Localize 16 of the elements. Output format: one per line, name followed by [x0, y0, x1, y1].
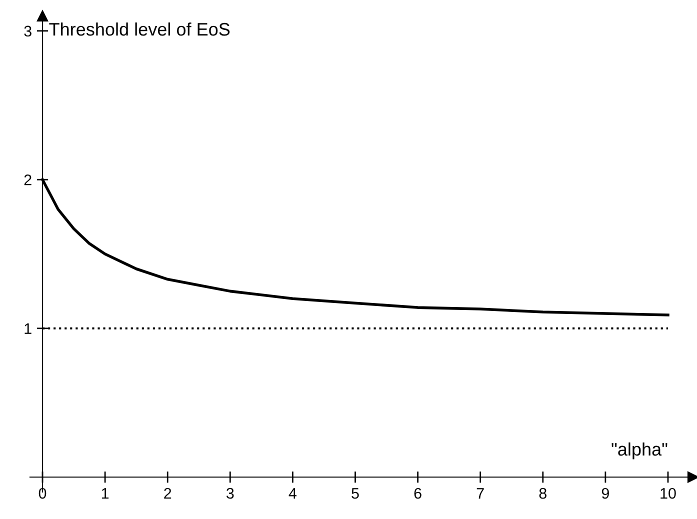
x-tick-label: 3: [226, 488, 234, 499]
x-tick-label: 6: [414, 488, 422, 499]
x-tick-label: 2: [164, 488, 172, 499]
x-tick-label: 0: [38, 488, 46, 499]
x-tick-label: 5: [352, 488, 359, 499]
y-tick-label: 2: [24, 174, 32, 186]
y-tick-label: 1: [24, 323, 32, 334]
y-axis-title: Threshold level of EoS: [49, 22, 230, 36]
x-tick-label: 7: [476, 488, 484, 499]
x-axis-title: "alpha": [612, 442, 668, 460]
x-tick-label: 9: [602, 488, 609, 499]
x-tick-label: 10: [660, 488, 676, 499]
y-tick-label: 3: [24, 26, 32, 37]
x-tick-label: 4: [288, 488, 296, 499]
x-tick-label: 1: [102, 488, 109, 499]
x-tick-label: 8: [539, 488, 546, 499]
